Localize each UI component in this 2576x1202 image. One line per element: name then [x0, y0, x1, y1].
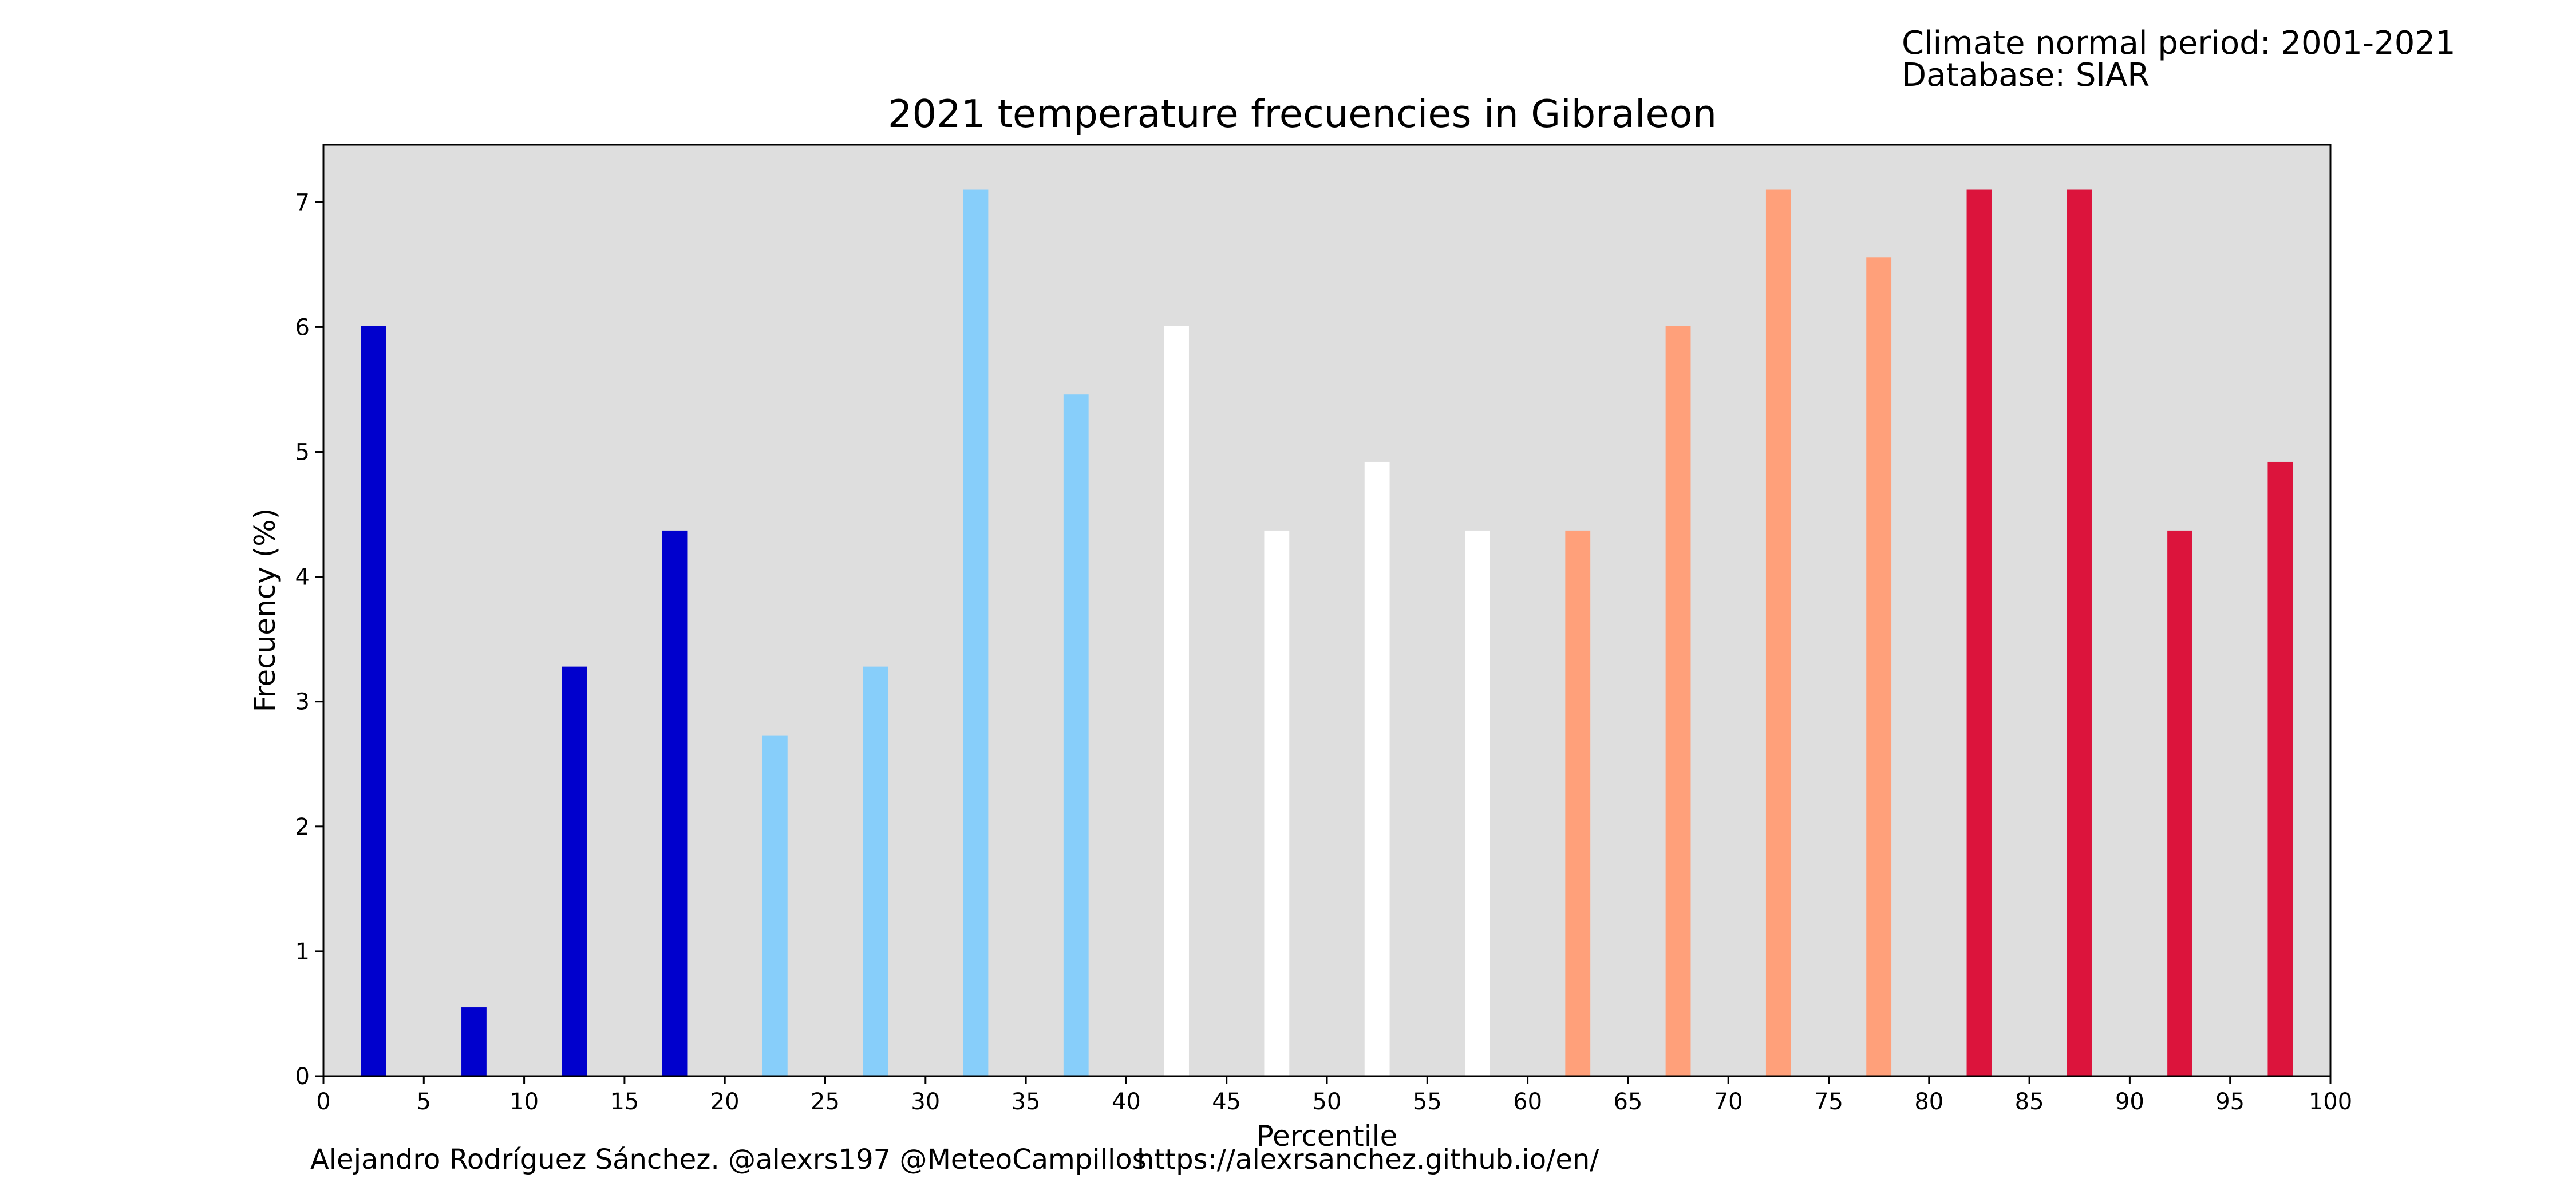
bar-p52.5	[1364, 461, 1390, 1077]
bar-p2.5	[361, 326, 386, 1076]
y-tick-label: 4	[295, 564, 310, 591]
x-tick-label: 55	[1413, 1089, 1442, 1115]
x-tick-label: 80	[1914, 1089, 1943, 1115]
x-tick-label: 20	[710, 1089, 740, 1115]
bar-p27.5	[863, 666, 888, 1076]
x-tick-label: 5	[417, 1089, 431, 1115]
y-axis-label: Frecuency (%)	[248, 508, 282, 712]
climate-period-note: Climate normal period: 2001-2021	[1902, 25, 2456, 62]
x-tick-label: 15	[610, 1089, 639, 1115]
y-tick-label: 3	[295, 689, 310, 715]
bar-p7.5	[461, 1007, 487, 1076]
database-note: Database: SIAR	[1902, 57, 2150, 94]
x-tick-label: 10	[509, 1089, 539, 1115]
bar-p77.5	[1866, 257, 1892, 1076]
y-tick-label: 1	[295, 939, 310, 965]
x-tick-label: 95	[2215, 1089, 2245, 1115]
x-tick-label: 65	[1613, 1089, 1642, 1115]
bar-p67.5	[1665, 326, 1691, 1076]
x-tick-label: 30	[911, 1089, 940, 1115]
bar-p62.5	[1565, 530, 1591, 1076]
bar-p72.5	[1765, 189, 1791, 1076]
bar-p97.5	[2267, 461, 2293, 1077]
y-tick-label: 2	[295, 814, 310, 840]
x-axis-label: Percentile	[1257, 1120, 1398, 1153]
x-tick-label: 25	[811, 1089, 840, 1115]
x-tick-label: 40	[1112, 1089, 1141, 1115]
bar-p17.5	[662, 530, 688, 1076]
x-tick-label: 0	[316, 1089, 330, 1115]
bar-p47.5	[1264, 530, 1290, 1076]
x-tick-label: 85	[2015, 1089, 2044, 1115]
x-axis-ticks: 0 5 10 15 20 25 30 35 40 45 50 55 60 65 70 75 80 85 90 95 10…	[316, 1076, 2352, 1115]
x-tick-label: 50	[1313, 1089, 1342, 1115]
chart-title: 2021 temperature frecuencies in Gibraleo…	[888, 92, 1717, 136]
y-tick-label: 6	[295, 314, 310, 341]
bar-p87.5	[2067, 189, 2092, 1076]
bar-p22.5	[762, 735, 788, 1076]
y-tick-label: 5	[295, 440, 310, 466]
bar-p82.5	[1966, 189, 1992, 1076]
bar-p32.5	[963, 189, 989, 1076]
plot-area	[323, 145, 2330, 1076]
author-credit: Alejandro Rodríguez Sánchez. @alexrs197 …	[310, 1144, 1147, 1176]
bar-p57.5	[1465, 530, 1490, 1076]
x-tick-label: 45	[1212, 1089, 1241, 1115]
bars-group	[361, 189, 2293, 1077]
bar-p42.5	[1164, 326, 1189, 1076]
bar-p12.5	[562, 666, 587, 1076]
bar-p37.5	[1063, 394, 1089, 1076]
bar-p92.5	[2167, 530, 2192, 1076]
y-tick-label: 0	[295, 1063, 310, 1090]
x-tick-label: 75	[1814, 1089, 1843, 1115]
x-tick-label: 90	[2115, 1089, 2144, 1115]
website-link[interactable]: https://alexrsanchez.github.io/en/	[1137, 1144, 1599, 1176]
y-tick-label: 7	[295, 189, 310, 216]
x-tick-label: 70	[1714, 1089, 1743, 1115]
x-tick-label: 60	[1513, 1089, 1542, 1115]
y-axis-ticks: 0 1 2 3 4 5 6 7	[295, 189, 323, 1090]
x-tick-label: 35	[1012, 1089, 1041, 1115]
x-tick-label: 100	[2309, 1089, 2352, 1115]
